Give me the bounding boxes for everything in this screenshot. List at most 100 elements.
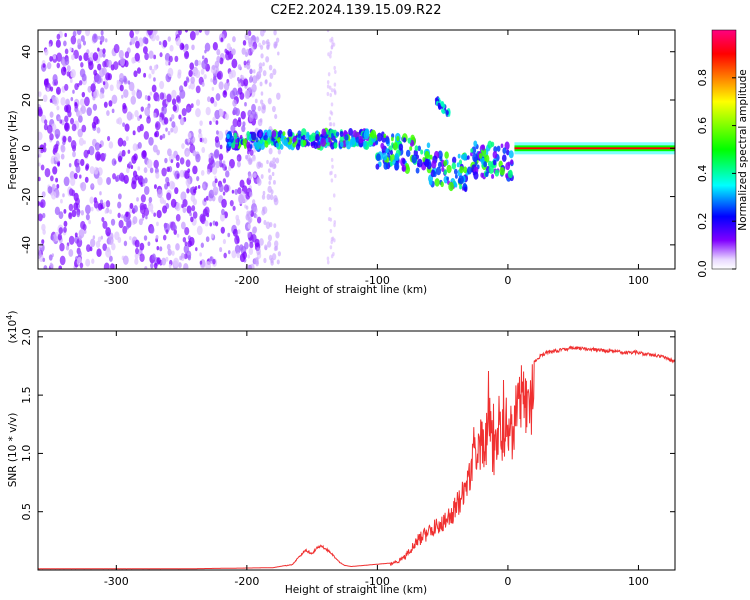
heatmap-cell-624 — [117, 212, 121, 219]
heatmap-cell-1500 — [493, 146, 498, 153]
heatmap-cell-880 — [105, 227, 111, 237]
heatmap-cell-1388 — [454, 174, 458, 179]
heatmap-cell-313 — [178, 262, 182, 269]
heatmap-cell-724 — [244, 89, 250, 100]
heatmap-cell-638 — [229, 199, 234, 207]
heatmap-cell-994 — [175, 213, 181, 222]
heatmap-cell-1160 — [261, 209, 266, 216]
heatmap-cell-1594 — [277, 131, 281, 138]
heatmap-cell-1281 — [326, 80, 330, 85]
heatmap-cell-1018 — [41, 223, 46, 232]
heatmap-cell-1358 — [376, 132, 383, 142]
heatmap-x-axis-title: Height of straight line (km) — [285, 284, 427, 296]
heatmap-cell-26 — [54, 206, 61, 216]
heatmap-cell-695 — [224, 113, 229, 121]
heatmap-cell-828 — [68, 235, 75, 245]
heatmap-cell-1189 — [271, 171, 275, 177]
heatmap-cell-520 — [153, 262, 158, 269]
heatmap-cell-1335 — [437, 161, 442, 168]
colorbar-gradient — [711, 29, 737, 270]
heatmap-cell-1788 — [392, 142, 398, 151]
heatmap-carrier-peak — [514, 147, 675, 150]
heatmap-cell-166 — [155, 34, 160, 42]
heatmap-cell-790 — [223, 184, 230, 193]
heatmap-cell-723 — [178, 30, 182, 36]
heatmap-xtick-label-0: -300 — [104, 274, 129, 287]
heatmap-cell-1009 — [85, 213, 90, 221]
heatmap-cell-161 — [189, 62, 195, 70]
heatmap-cell-1147 — [266, 193, 271, 201]
heatmap-cell-1235 — [263, 220, 267, 225]
heatmap-cell-108 — [249, 149, 254, 156]
heatmap-cell-1736 — [494, 169, 500, 177]
heatmap-cell-869 — [53, 144, 59, 153]
heatmap-cell-1617 — [266, 129, 272, 138]
heatmap-cell-525 — [124, 60, 129, 68]
heatmap-cell-798 — [168, 55, 173, 63]
heatmap-cell-858 — [134, 239, 140, 248]
heatmap-cell-836 — [202, 183, 206, 190]
heatmap-cell-1774 — [473, 171, 479, 180]
heatmap-cell-986 — [63, 208, 67, 214]
heatmap-cell-335 — [185, 150, 190, 157]
heatmap-cell-588 — [131, 56, 136, 64]
heatmap-cell-341 — [213, 100, 218, 107]
heatmap-cell-718 — [43, 142, 47, 148]
heatmap-cell-1765 — [275, 142, 280, 148]
heatmap-cell-855 — [70, 177, 76, 186]
heatmap-cell-439 — [153, 184, 157, 190]
heatmap-cell-934 — [125, 224, 129, 230]
heatmap-cell-702 — [124, 51, 130, 59]
heatmap-cell-70 — [215, 160, 220, 169]
heatmap-cell-956 — [63, 220, 68, 227]
heatmap-cell-1731 — [234, 143, 239, 149]
heatmap-cell-1086 — [43, 265, 48, 269]
heatmap-cell-711 — [133, 205, 138, 213]
heatmap-cell-1526 — [474, 161, 478, 166]
heatmap-cell-1724 — [339, 130, 344, 137]
heatmap-cell-1506 — [444, 151, 449, 159]
heatmap-cell-676 — [86, 107, 92, 117]
heatmap-cell-1078 — [224, 166, 227, 171]
heatmap-cell-879 — [218, 184, 224, 193]
heatmap-cell-1157 — [246, 212, 252, 219]
heatmap-cell-574 — [232, 99, 237, 107]
heatmap-cell-43 — [56, 52, 63, 62]
heatmap-cell-470 — [196, 176, 200, 182]
heatmap-cell-726 — [102, 60, 107, 68]
heatmap-cell-415 — [197, 184, 201, 189]
heatmap-cell-1033 — [138, 218, 143, 226]
heatmap-cell-1195 — [273, 43, 277, 49]
heatmap-cell-1184 — [245, 264, 250, 269]
heatmap-cell-1279 — [329, 229, 333, 234]
heatmap-cell-842 — [142, 36, 148, 44]
heatmap-cell-1366 — [439, 156, 443, 162]
heatmap-cell-1081 — [54, 128, 61, 139]
heatmap-cell-1023 — [91, 258, 95, 264]
snr-plot-area — [38, 331, 675, 570]
heatmap-cell-1092 — [77, 159, 80, 164]
heatmap-cell-735 — [252, 155, 256, 162]
heatmap-cell-435 — [92, 103, 98, 111]
heatmap-cell-908 — [71, 209, 77, 218]
heatmap-cell-141 — [192, 211, 198, 219]
heatmap-cell-889 — [60, 66, 67, 76]
heatmap-cell-1813 — [345, 141, 352, 150]
heatmap-cell-1029 — [106, 110, 110, 117]
heatmap-cell-859 — [38, 201, 41, 207]
colorbar-tick-label-4: 0.8 — [696, 69, 709, 87]
heatmap-cell-1154 — [261, 39, 266, 46]
heatmap-cell-913 — [242, 121, 246, 127]
heatmap-cell-561 — [136, 67, 142, 74]
heatmap-cell-1714 — [317, 141, 321, 146]
heatmap-cell-923 — [107, 73, 112, 81]
heatmap-cell-902 — [102, 201, 107, 208]
heatmap-cell-207 — [81, 124, 87, 133]
heatmap-cell-106 — [67, 135, 72, 143]
heatmap-cell-936 — [189, 212, 192, 217]
heatmap-cell-1793 — [344, 134, 349, 141]
heatmap-cell-338 — [199, 252, 202, 257]
heatmap-cell-1409 — [417, 145, 422, 152]
heatmap-cell-1635 — [310, 141, 314, 147]
heatmap-cell-1037 — [185, 178, 191, 187]
